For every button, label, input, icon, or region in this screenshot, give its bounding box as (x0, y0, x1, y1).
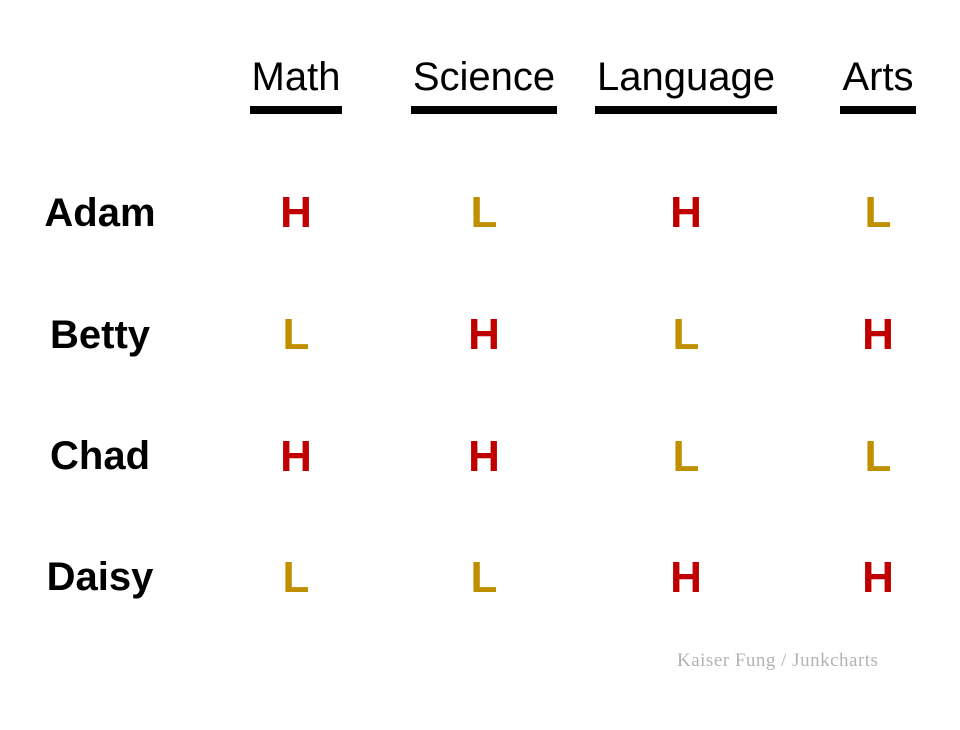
table-row-label-daisy: Daisy (0, 517, 200, 638)
column-header-label: Arts (840, 57, 916, 114)
grade-cell: H (468, 310, 500, 359)
table-row-label-chad: Chad (0, 396, 200, 517)
attribution: Kaiser Fung / Junkcharts (677, 650, 879, 671)
grade-table: Math Science Language Arts Adam H L H L … (0, 0, 960, 638)
row-label: Betty (49, 312, 151, 357)
row-label: Daisy (46, 555, 154, 599)
grade-cell: L (282, 310, 310, 359)
column-header-label: Science (410, 57, 558, 114)
row-label: Chad (50, 434, 150, 478)
table-row-label-betty: Betty (0, 274, 200, 396)
grade-cell: H (670, 552, 702, 602)
grade-cell: H (468, 431, 500, 481)
grade-cell: H (862, 310, 894, 359)
table-row-label-adam: Adam (0, 152, 200, 274)
grade-cell: L (470, 552, 498, 602)
grade-cell: L (282, 552, 310, 602)
corner-spacer (0, 0, 200, 152)
column-header-language: Language (576, 0, 796, 152)
grade-cell: H (280, 188, 312, 237)
row-label: Adam (44, 190, 156, 235)
grade-cell: L (672, 310, 700, 359)
grade-cell: H (670, 188, 702, 237)
grade-cell: H (862, 552, 894, 602)
column-header-label: Math (249, 57, 343, 114)
grade-cell: L (864, 188, 892, 237)
column-header-label: Language (595, 57, 777, 114)
grade-cell: L (470, 188, 498, 237)
column-header-science: Science (392, 0, 576, 152)
grade-cell: H (280, 431, 312, 481)
grade-cell: L (864, 431, 892, 481)
grade-cell: L (672, 431, 700, 481)
column-header-arts: Arts (796, 0, 960, 152)
column-header-math: Math (200, 0, 392, 152)
